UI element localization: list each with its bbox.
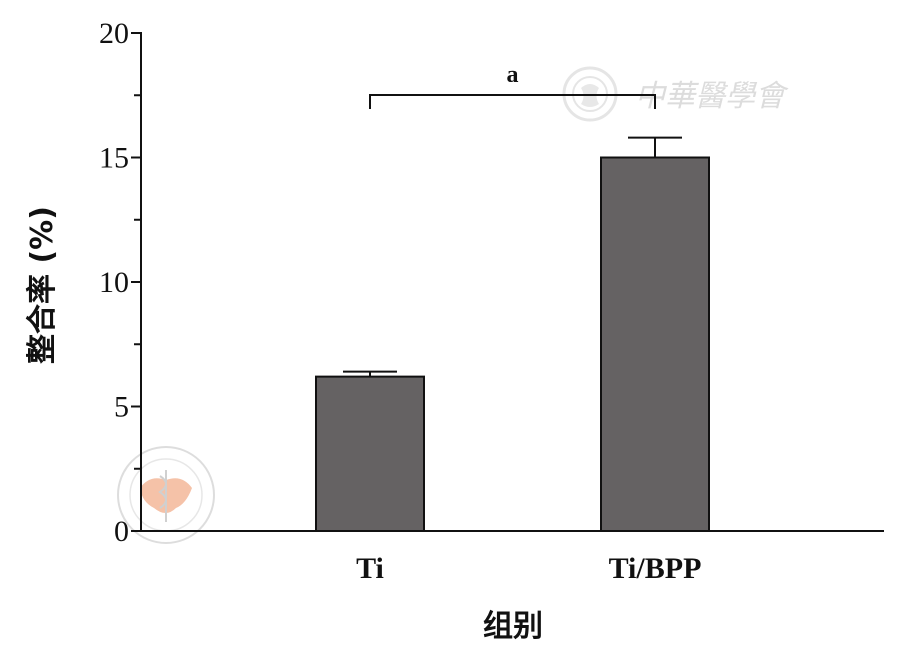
y-axis-ticks: 0 5 10 15 20 <box>99 17 141 548</box>
y-tick-label: 20 <box>99 17 129 50</box>
bar-ti <box>315 375 425 532</box>
x-axis-ticks: Ti Ti/BPP <box>356 552 701 585</box>
x-tick-label: Ti <box>356 552 384 585</box>
y-tick-label: 0 <box>114 515 129 548</box>
y-tick-label: 5 <box>114 391 129 424</box>
y-tick-label: 10 <box>99 266 129 299</box>
significance-bracket: a <box>369 62 656 109</box>
bar-ti-bpp <box>600 156 710 532</box>
significance-line <box>369 94 656 109</box>
bars <box>315 156 710 532</box>
watermark-top: 中華醫學會 <box>562 66 789 122</box>
watermark-text: 中華醫學會 <box>635 79 789 114</box>
y-tick-label: 15 <box>99 142 129 175</box>
x-axis-title: 组别 <box>483 609 543 644</box>
x-tick-label: Ti/BPP <box>609 552 702 585</box>
watermark-seal-bottom <box>117 446 215 544</box>
error-bars <box>343 136 682 377</box>
significance-label: a <box>507 62 519 88</box>
y-axis-title: 整合率 (%) <box>25 206 60 364</box>
